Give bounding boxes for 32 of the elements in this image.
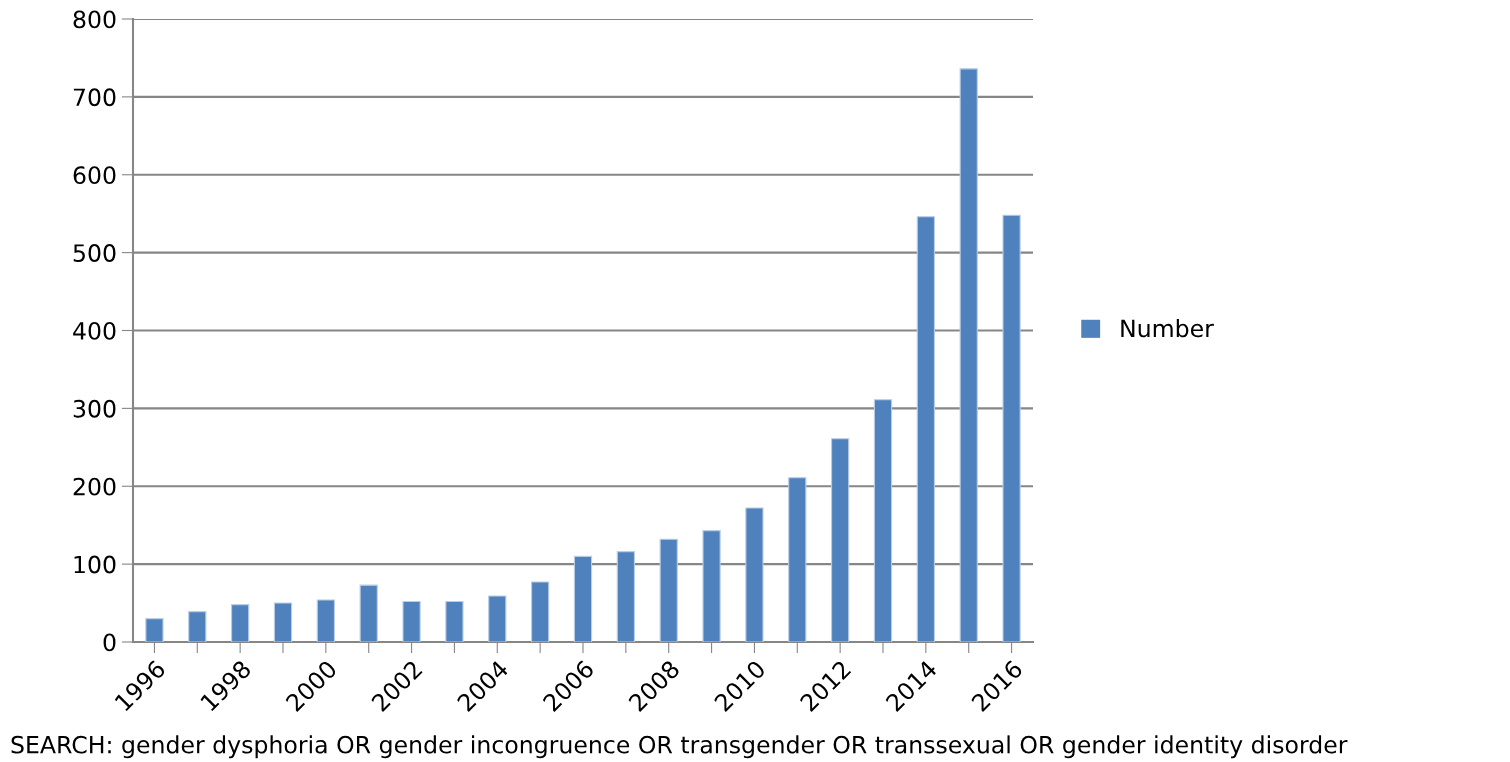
bar xyxy=(702,530,721,642)
bar xyxy=(273,602,293,642)
bar xyxy=(231,604,250,642)
bar xyxy=(145,618,164,642)
bar xyxy=(616,551,635,642)
bar xyxy=(402,600,421,642)
y-tick-label: 100 xyxy=(74,555,116,574)
bar xyxy=(916,216,935,642)
bar xyxy=(531,581,550,642)
y-tick-label: 600 xyxy=(73,166,116,185)
bar xyxy=(445,600,464,642)
bar xyxy=(873,399,893,642)
bar xyxy=(488,595,507,642)
bar xyxy=(831,438,850,642)
y-tick-label: 500 xyxy=(73,244,116,262)
bar xyxy=(573,555,593,642)
bar xyxy=(959,68,978,642)
bar xyxy=(188,611,207,642)
y-tick-label: 200 xyxy=(73,477,116,496)
y-tick-label: 300 xyxy=(73,399,116,418)
bar xyxy=(788,477,807,642)
bar xyxy=(745,507,764,642)
y-tick-label: 700 xyxy=(73,88,116,107)
y-tick-label: 800 xyxy=(73,10,116,29)
text: SEARCH: gender dysphoria OR gender incongruence OR transgender OR transsexual OR gender identity disorder xyxy=(11,735,1348,759)
bar xyxy=(659,538,678,642)
y-tick-label: 400 xyxy=(73,321,116,340)
bar xyxy=(359,584,378,642)
bar xyxy=(316,599,335,642)
legend-label: Number xyxy=(1121,319,1214,338)
y-tick-label: 0 xyxy=(103,633,116,652)
bar xyxy=(1002,214,1021,642)
